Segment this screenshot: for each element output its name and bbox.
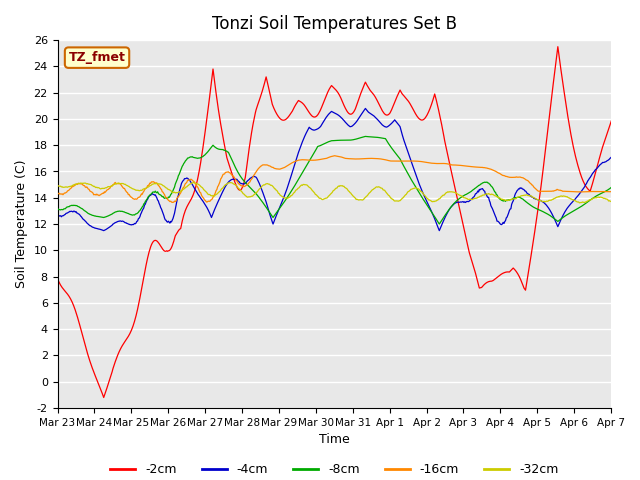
Line: -32cm: -32cm	[58, 182, 640, 204]
-16cm	[232, 178, 240, 183]
-8cm	[283, 195, 291, 201]
-8cm	[362, 133, 369, 139]
-2cm	[232, 182, 240, 188]
-16cm	[449, 162, 456, 168]
-2cm	[262, 77, 269, 83]
-16cm	[54, 191, 61, 197]
Title: Tonzi Soil Temperatures Set B: Tonzi Soil Temperatures Set B	[212, 15, 457, 33]
-4cm	[100, 228, 108, 233]
Text: TZ_fmet: TZ_fmet	[68, 51, 125, 64]
-8cm	[415, 189, 422, 194]
-2cm	[448, 170, 456, 176]
-32cm	[232, 183, 240, 189]
-4cm	[54, 212, 61, 218]
-16cm	[331, 153, 339, 158]
-8cm	[449, 203, 456, 208]
-2cm	[554, 44, 562, 49]
-32cm	[54, 182, 61, 188]
-4cm	[232, 177, 240, 182]
-16cm	[262, 162, 269, 168]
-4cm	[262, 197, 269, 203]
-2cm	[284, 115, 291, 120]
-32cm	[448, 189, 456, 195]
-4cm	[449, 203, 456, 208]
-4cm	[124, 221, 131, 227]
X-axis label: Time: Time	[319, 433, 349, 446]
-32cm	[123, 182, 131, 188]
-2cm	[100, 395, 108, 400]
-8cm	[123, 210, 131, 216]
Line: -4cm: -4cm	[58, 108, 640, 230]
-8cm	[54, 205, 61, 211]
-2cm	[124, 335, 131, 340]
-2cm	[415, 115, 422, 121]
-4cm	[284, 184, 291, 190]
-32cm	[615, 201, 623, 206]
-32cm	[190, 180, 198, 185]
Y-axis label: Soil Temperature (C): Soil Temperature (C)	[15, 160, 28, 288]
-32cm	[415, 186, 422, 192]
-16cm	[168, 200, 176, 205]
-16cm	[415, 158, 423, 164]
-4cm	[362, 106, 369, 111]
-16cm	[284, 163, 291, 168]
Legend: -2cm, -4cm, -8cm, -16cm, -32cm: -2cm, -4cm, -8cm, -16cm, -32cm	[105, 458, 563, 480]
-16cm	[123, 189, 131, 195]
-32cm	[284, 195, 291, 201]
-32cm	[262, 181, 269, 187]
Line: -8cm: -8cm	[58, 136, 640, 224]
Line: -2cm: -2cm	[58, 47, 640, 397]
Line: -16cm: -16cm	[58, 156, 640, 203]
-2cm	[54, 276, 61, 282]
-8cm	[232, 164, 239, 170]
-8cm	[260, 202, 268, 208]
-8cm	[435, 221, 443, 227]
-4cm	[415, 181, 423, 187]
